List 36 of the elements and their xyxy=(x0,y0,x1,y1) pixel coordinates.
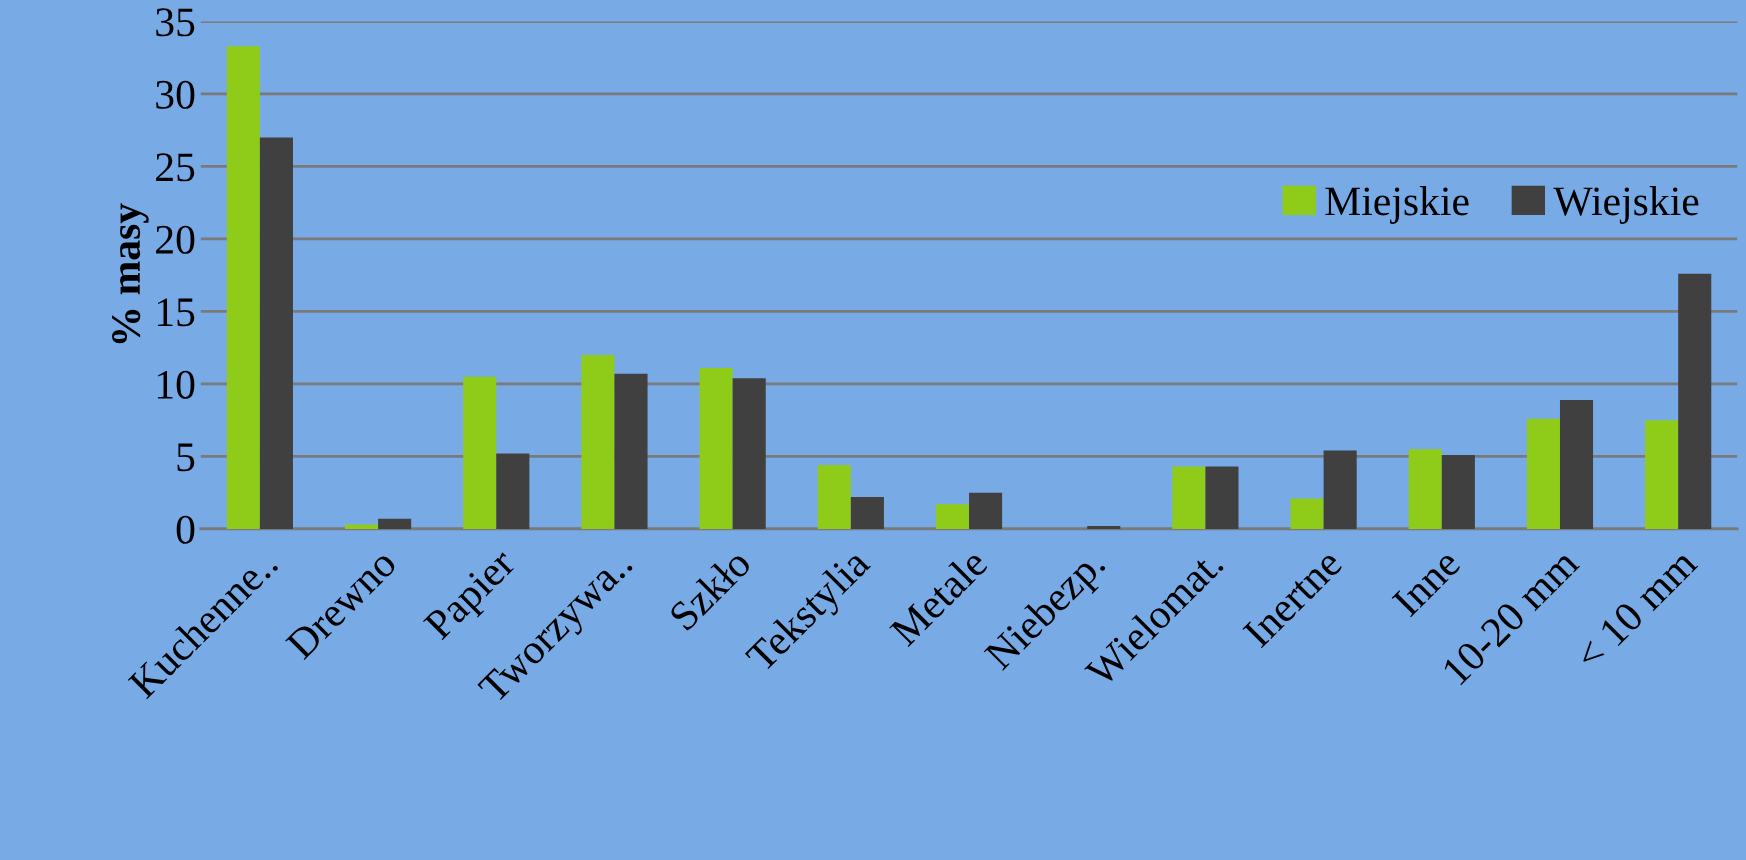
bar xyxy=(1323,450,1357,529)
bar xyxy=(732,378,766,529)
y-tick-label: 25 xyxy=(156,153,195,182)
bar xyxy=(1087,526,1121,529)
bar xyxy=(259,137,293,529)
y-tick-label: 20 xyxy=(156,225,195,254)
y-tick-label: 0 xyxy=(176,515,195,544)
legend-label: Wiejskie xyxy=(1553,186,1699,224)
y-tick-label: 15 xyxy=(157,298,195,327)
bar xyxy=(1205,466,1239,529)
bar xyxy=(1441,454,1475,529)
bar xyxy=(1559,399,1594,529)
bar xyxy=(226,46,260,529)
y-tick-label: 30 xyxy=(156,80,195,109)
bar xyxy=(1408,449,1442,529)
y-tick-label: 35 xyxy=(156,8,195,37)
legend-label: Miejskie xyxy=(1325,186,1469,224)
y-tick-label: 10 xyxy=(157,370,195,399)
bar xyxy=(817,465,851,529)
bar xyxy=(344,524,379,529)
y-tick-label: 5 xyxy=(177,443,195,472)
bar xyxy=(1526,418,1560,529)
y-axis-title: % masy xyxy=(112,203,149,344)
bar xyxy=(1172,466,1206,529)
bar xyxy=(969,492,1003,529)
bar xyxy=(581,354,615,529)
bar xyxy=(1645,420,1679,529)
bar xyxy=(463,376,497,529)
bar xyxy=(1290,498,1324,529)
bar xyxy=(850,497,884,529)
bar xyxy=(1678,273,1712,529)
bar xyxy=(935,504,970,529)
bar xyxy=(496,453,530,529)
bar xyxy=(378,518,412,529)
bar xyxy=(699,367,733,529)
bar xyxy=(614,373,648,529)
